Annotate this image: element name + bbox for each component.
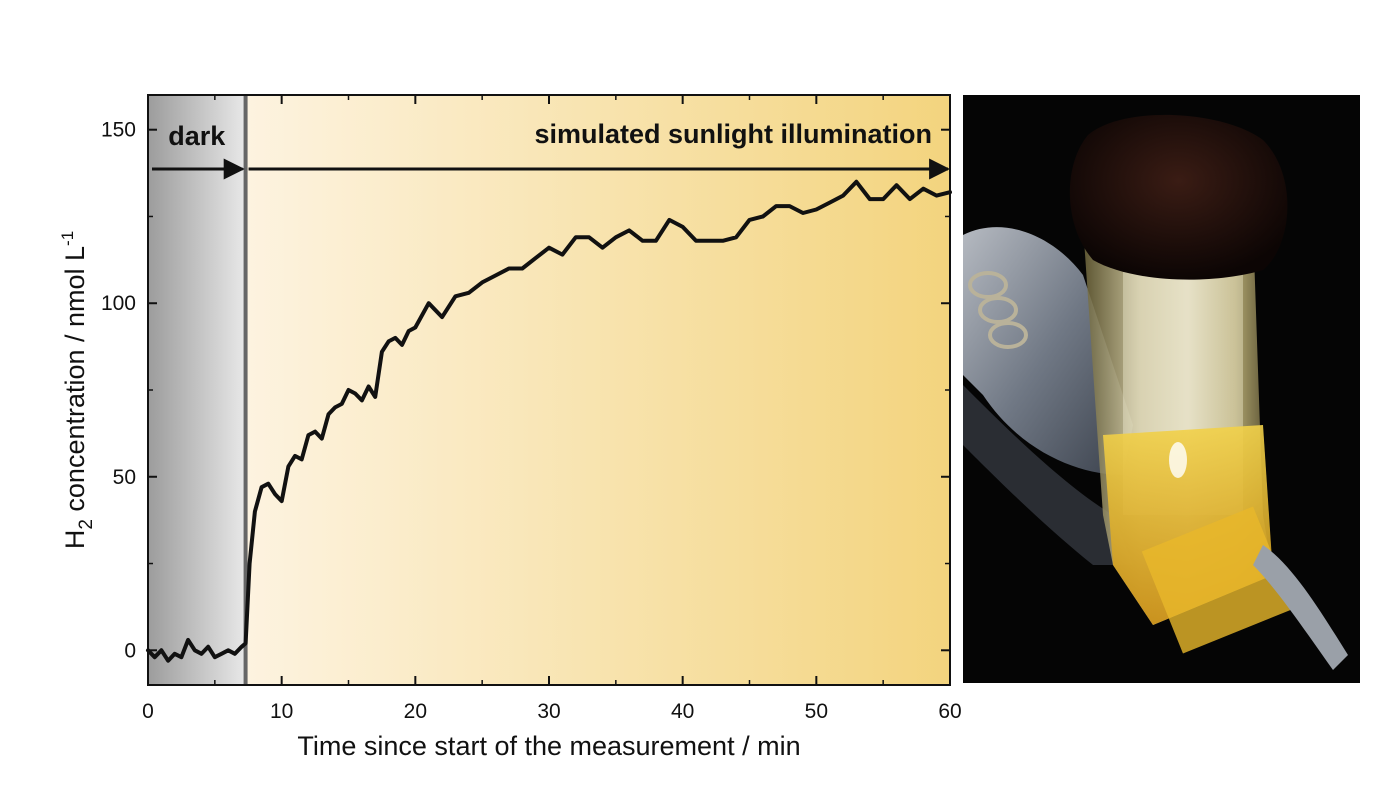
h2-concentration-series-line — [146, 179, 952, 663]
x-tick-label: 0 — [142, 700, 154, 723]
x-axis-ticks: 0 10 20 30 40 50 60 — [142, 95, 962, 723]
y-tick-label: 0 — [124, 639, 136, 662]
y-axis-ticks: 0 50 100 150 — [101, 119, 950, 662]
x-axis-title: Time since start of the measurement / mi… — [297, 731, 800, 761]
y-tick-label: 100 — [101, 292, 136, 315]
x-tick-label: 60 — [938, 700, 961, 723]
y-axis-title-subscript: 2 — [76, 519, 97, 530]
y-axis-title-superscript: -1 — [58, 231, 77, 246]
illumination-label: simulated sunlight illumination — [534, 119, 932, 149]
y-axis-title-prefix: H — [60, 530, 90, 550]
x-tick-label: 10 — [270, 700, 293, 723]
dark-region — [148, 95, 246, 685]
illumination-region — [245, 95, 950, 685]
y-axis-title: H2 concentration / nmol L-1 — [58, 231, 97, 549]
y-tick-label: 150 — [101, 119, 136, 142]
y-axis-title-main: concentration / nmol L — [60, 246, 90, 519]
x-tick-label: 30 — [537, 700, 560, 723]
x-tick-label: 40 — [671, 700, 694, 723]
x-tick-label: 20 — [404, 700, 427, 723]
cuvette-photo — [963, 95, 1360, 683]
y-tick-label: 50 — [113, 466, 136, 489]
x-tick-label: 50 — [805, 700, 828, 723]
dark-label: dark — [168, 121, 226, 151]
